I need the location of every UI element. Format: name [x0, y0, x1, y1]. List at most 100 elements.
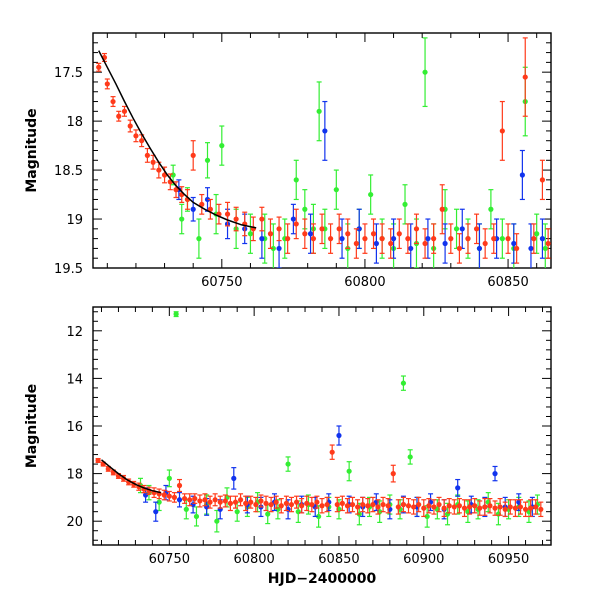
data-point-red	[288, 501, 295, 508]
data-point-red	[472, 503, 478, 509]
data-point-red	[187, 497, 193, 503]
data-point-red	[197, 498, 203, 504]
series-red	[96, 37, 551, 264]
y-tick-label: 19	[66, 213, 83, 228]
data-point-blue	[476, 245, 483, 252]
data-point-red	[105, 466, 111, 472]
data-point-red	[253, 501, 259, 508]
data-point-red	[224, 211, 231, 217]
data-point-red	[456, 245, 462, 252]
data-point-green	[214, 518, 220, 524]
data-point-red	[405, 503, 412, 509]
data-point-red	[390, 471, 396, 477]
x-axis-label: HJD−2400000	[268, 571, 377, 587]
data-point-blue	[339, 236, 345, 242]
data-point-green	[422, 69, 428, 75]
data-point-red	[431, 504, 437, 510]
x-tick-label: 60900	[403, 552, 444, 567]
data-point-red	[477, 505, 483, 511]
data-point-blue	[390, 236, 397, 242]
data-point-blue	[176, 497, 183, 503]
data-point-red	[302, 231, 308, 237]
data-point-green	[295, 509, 301, 515]
data-point-red	[166, 493, 172, 499]
data-point-green	[400, 380, 407, 386]
data-point-red	[217, 499, 223, 505]
data-point-red	[466, 504, 473, 510]
data-point-red	[176, 482, 183, 489]
data-point-blue	[539, 236, 546, 242]
data-point-red	[365, 503, 371, 509]
data-point-red	[482, 240, 488, 247]
data-point-blue	[231, 475, 237, 481]
data-point-blue	[519, 172, 525, 178]
data-point-red	[448, 236, 454, 242]
data-point-red	[456, 503, 462, 509]
y-axis-label: Magnitude	[24, 384, 40, 468]
data-point-red	[499, 128, 505, 134]
data-point-red	[258, 498, 264, 504]
data-point-red	[104, 81, 110, 87]
data-point-red	[502, 506, 508, 512]
data-point-blue	[307, 231, 314, 237]
data-point-blue	[492, 471, 498, 477]
data-point-green	[204, 157, 211, 163]
data-point-red	[334, 501, 340, 508]
data-point-red	[309, 501, 315, 508]
data-point-red	[310, 236, 317, 242]
data-point-red	[150, 159, 156, 165]
x-tick-label: 60800	[344, 275, 385, 290]
y-tick-label: 19.5	[54, 262, 83, 277]
data-point-red	[212, 497, 218, 503]
data-point-red	[121, 108, 128, 114]
data-point-blue	[290, 216, 296, 222]
data-point-red	[259, 216, 265, 222]
y-tick-label: 16	[66, 420, 83, 435]
data-point-red	[379, 236, 385, 242]
series-blue	[176, 100, 546, 268]
data-point-green	[193, 513, 200, 520]
data-point-red	[400, 501, 407, 508]
data-point-green	[453, 226, 460, 232]
data-point-red	[283, 500, 289, 506]
x-tick-label: 60850	[487, 275, 528, 290]
data-point-green	[424, 513, 430, 520]
y-tick-label: 12	[66, 325, 83, 340]
data-point-red	[422, 240, 428, 247]
data-point-red	[324, 501, 330, 508]
data-point-red	[233, 216, 239, 222]
data-point-red	[127, 123, 133, 129]
data-point-red	[314, 499, 320, 505]
data-point-red	[285, 236, 291, 242]
data-point-red	[512, 505, 518, 511]
data-point-red	[327, 236, 334, 242]
data-point-red	[375, 504, 381, 510]
data-point-green	[316, 513, 322, 520]
data-point-red	[345, 231, 351, 237]
y-tick-label: 14	[66, 372, 83, 387]
data-point-green	[346, 468, 352, 474]
data-point-red	[222, 498, 228, 504]
data-point-red	[199, 201, 205, 207]
data-point-green	[285, 461, 291, 467]
data-point-red	[156, 167, 162, 173]
data-point-red	[461, 505, 468, 511]
data-point-green	[407, 454, 413, 460]
data-point-red	[497, 504, 503, 510]
data-point-red	[248, 499, 254, 505]
data-point-red	[116, 113, 122, 119]
data-point-red	[232, 499, 239, 505]
data-point-red	[528, 505, 534, 511]
data-point-red	[431, 236, 437, 242]
data-point-blue	[336, 432, 342, 439]
data-point-red	[380, 501, 386, 508]
data-point-red	[293, 499, 300, 505]
data-point-blue	[190, 206, 196, 212]
data-point-red	[522, 506, 529, 512]
data-point-red	[304, 500, 310, 506]
data-point-red	[133, 133, 139, 139]
data-point-red	[545, 240, 551, 247]
data-point-red	[531, 236, 537, 242]
data-point-red	[293, 221, 299, 227]
